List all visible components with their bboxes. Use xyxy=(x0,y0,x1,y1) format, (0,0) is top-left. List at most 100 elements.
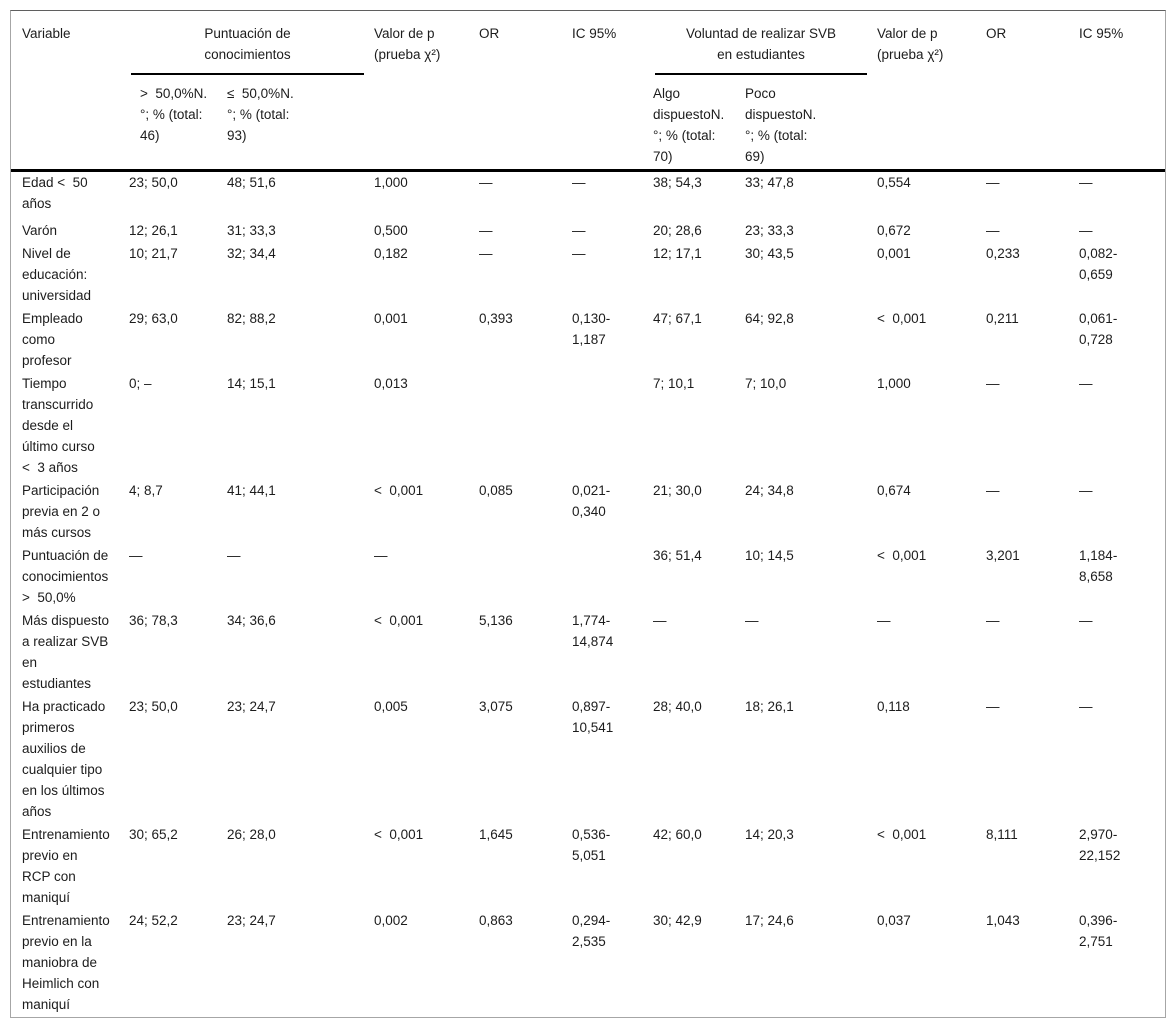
cell-svb-algo-dispuesto: 42; 60,0 xyxy=(653,827,702,842)
cell-p-svb: 0,118 xyxy=(877,699,910,714)
cell-conocimientos-gt50: — xyxy=(129,548,143,563)
results-table-frame: Variable Puntuación de conocimientos Val… xyxy=(10,10,1166,1018)
col-header-poco-dispuesto: Poco dispuestoN. °; % (total: 69) xyxy=(745,75,878,172)
table-row: Entrenamiento previo en RCP con maniquí 3… xyxy=(11,824,1165,910)
cell-svb-poco-dispuesto: — xyxy=(745,613,759,628)
cell-conocimientos-le50: 82; 88,2 xyxy=(227,311,276,326)
cell-p-conocimientos: 0,001 xyxy=(374,311,408,326)
col-header-or-conocimientos: OR xyxy=(479,11,573,172)
cell-or-svb: 1,043 xyxy=(986,913,1020,928)
cell-or-svb: 8,111 xyxy=(986,827,1018,842)
cell-p-conocimientos: 1,000 xyxy=(374,175,408,190)
cell-variable: Nivel de educación: universidad xyxy=(22,246,92,303)
cell-svb-algo-dispuesto: 47; 67,1 xyxy=(653,311,702,326)
cell-p-conocimientos: 0,002 xyxy=(374,913,408,928)
table-body: Edad < 50 años 23; 50,0 48; 51,6 1,000 — — 38;… xyxy=(11,171,1165,1018)
table-row: Puntuación de conocimientos > 50,0% — — — 36… xyxy=(11,545,1165,610)
cell-conocimientos-gt50: 4; 8,7 xyxy=(129,483,163,498)
cell-ic-svb: 1,184- 8,658 xyxy=(1079,548,1118,584)
cell-conocimientos-gt50: 23; 50,0 xyxy=(129,175,178,190)
cell-variable: Entrenamiento previo en RCP con maniquí xyxy=(22,827,110,905)
cell-ic-conocimientos: — xyxy=(572,223,586,238)
col-header-variable: Variable xyxy=(11,11,129,172)
cell-variable: Ha practicado primeros auxilios de cualq… xyxy=(22,699,106,819)
cell-conocimientos-gt50: 36; 78,3 xyxy=(129,613,178,628)
cell-variable: Edad < 50 años xyxy=(22,175,88,211)
cell-conocimientos-le50: 32; 34,4 xyxy=(227,246,276,261)
col-header-pvalue-svb: Valor de p (prueba χ²) xyxy=(877,11,987,172)
col-header-le50: ≤ 50,0%N. °; % (total: 93) xyxy=(227,75,375,172)
cell-variable: Puntuación de conocimientos > 50,0% xyxy=(22,548,109,605)
cell-ic-svb: — xyxy=(1079,613,1093,628)
table-row: Varón 12; 26,1 31; 33,3 0,500 — — 20; 28,6 23; … xyxy=(11,220,1165,243)
cell-or-svb: 0,211 xyxy=(986,311,1019,326)
cell-ic-conocimientos: 1,774- 14,874 xyxy=(572,613,614,649)
cell-p-conocimientos: 0,500 xyxy=(374,223,408,238)
cell-svb-algo-dispuesto: 12; 17,1 xyxy=(653,246,702,261)
cell-variable: Entrenamiento previo en la maniobra de H… xyxy=(22,913,110,1012)
cell-p-svb: 0,672 xyxy=(877,223,911,238)
col-header-gt50: > 50,0%N. °; % (total: 46) xyxy=(129,75,227,172)
cell-or-svb: — xyxy=(986,175,1000,190)
cell-conocimientos-le50: 31; 33,3 xyxy=(227,223,276,238)
header-sub-row: > 50,0%N. °; % (total: 46) ≤ 50,0%N. °; … xyxy=(11,75,1165,172)
table-header: Variable Puntuación de conocimientos Val… xyxy=(11,11,1166,172)
cell-conocimientos-gt50: 29; 63,0 xyxy=(129,311,178,326)
cell-p-conocimientos: 0,013 xyxy=(374,376,408,391)
col-header-algo-dispuesto: Algo dispuestoN. °; % (total: 70) xyxy=(653,75,746,172)
table-row: Nivel de educación: universidad 10; 21,7 3… xyxy=(11,243,1165,308)
cell-ic-conocimientos: 0,294- 2,535 xyxy=(572,913,611,949)
cell-conocimientos-le50: 23; 24,7 xyxy=(227,913,276,928)
cell-variable: Más dispuesto a realizar SVB en estudian… xyxy=(22,613,110,691)
cell-p-conocimientos: 0,182 xyxy=(374,246,408,261)
col-header-ic-conocimientos: IC 95% xyxy=(572,11,654,172)
cell-conocimientos-le50: 26; 28,0 xyxy=(227,827,276,842)
cell-conocimientos-le50: — xyxy=(227,548,241,563)
cell-or-svb: 3,201 xyxy=(986,548,1020,563)
cell-variable: Participación previa en 2 o más cursos xyxy=(22,483,101,540)
cell-p-svb: 0,554 xyxy=(877,175,911,190)
results-table: Variable Puntuación de conocimientos Val… xyxy=(11,11,1166,1018)
cell-or-conocimientos xyxy=(479,545,572,610)
cell-or-conocimientos: 1,645 xyxy=(479,827,513,842)
cell-svb-poco-dispuesto: 30; 43,5 xyxy=(745,246,794,261)
cell-variable: Tiempo transcurrido desde el último curs… xyxy=(22,376,95,475)
cell-ic-svb: — xyxy=(1079,175,1093,190)
cell-conocimientos-gt50: 0; – xyxy=(129,376,152,391)
cell-conocimientos-gt50: 23; 50,0 xyxy=(129,699,178,714)
cell-or-svb: — xyxy=(986,699,1000,714)
cell-svb-poco-dispuesto: 24; 34,8 xyxy=(745,483,794,498)
cell-ic-conocimientos: — xyxy=(572,246,586,261)
cell-conocimientos-le50: 48; 51,6 xyxy=(227,175,276,190)
cell-svb-algo-dispuesto: — xyxy=(653,613,667,628)
cell-or-svb: — xyxy=(986,613,1000,628)
cell-or-svb: — xyxy=(986,223,1000,238)
cell-conocimientos-gt50: 10; 21,7 xyxy=(129,246,178,261)
cell-or-conocimientos: 0,863 xyxy=(479,913,513,928)
table-row: Edad < 50 años 23; 50,0 48; 51,6 1,000 — — 38;… xyxy=(11,171,1165,221)
cell-variable: Varón xyxy=(22,223,58,238)
cell-conocimientos-le50: 23; 24,7 xyxy=(227,699,276,714)
cell-or-svb: 0,233 xyxy=(986,246,1020,261)
cell-ic-svb: 0,082- 0,659 xyxy=(1079,246,1118,282)
cell-or-conocimientos xyxy=(479,373,572,480)
cell-svb-poco-dispuesto: 10; 14,5 xyxy=(745,548,794,563)
cell-p-svb: — xyxy=(877,613,891,628)
table-row: Tiempo transcurrido desde el último curs… xyxy=(11,373,1165,480)
cell-or-conocimientos: 0,085 xyxy=(479,483,513,498)
cell-svb-poco-dispuesto: 17; 24,6 xyxy=(745,913,794,928)
cell-p-conocimientos: < 0,001 xyxy=(374,613,424,628)
cell-svb-algo-dispuesto: 20; 28,6 xyxy=(653,223,702,238)
cell-conocimientos-le50: 14; 15,1 xyxy=(227,376,276,391)
cell-p-svb: 1,000 xyxy=(877,376,911,391)
cell-ic-conocimientos xyxy=(572,373,653,480)
cell-svb-poco-dispuesto: 64; 92,8 xyxy=(745,311,794,326)
cell-or-svb: — xyxy=(986,376,1000,391)
cell-ic-conocimientos: — xyxy=(572,175,586,190)
cell-or-conocimientos: — xyxy=(479,175,493,190)
cell-svb-poco-dispuesto: 18; 26,1 xyxy=(745,699,794,714)
cell-svb-algo-dispuesto: 28; 40,0 xyxy=(653,699,702,714)
col-group-voluntad-svb: Voluntad de realizar SVB en estudiantes xyxy=(653,11,877,75)
cell-p-conocimientos: < 0,001 xyxy=(374,483,424,498)
cell-ic-svb: — xyxy=(1079,483,1093,498)
